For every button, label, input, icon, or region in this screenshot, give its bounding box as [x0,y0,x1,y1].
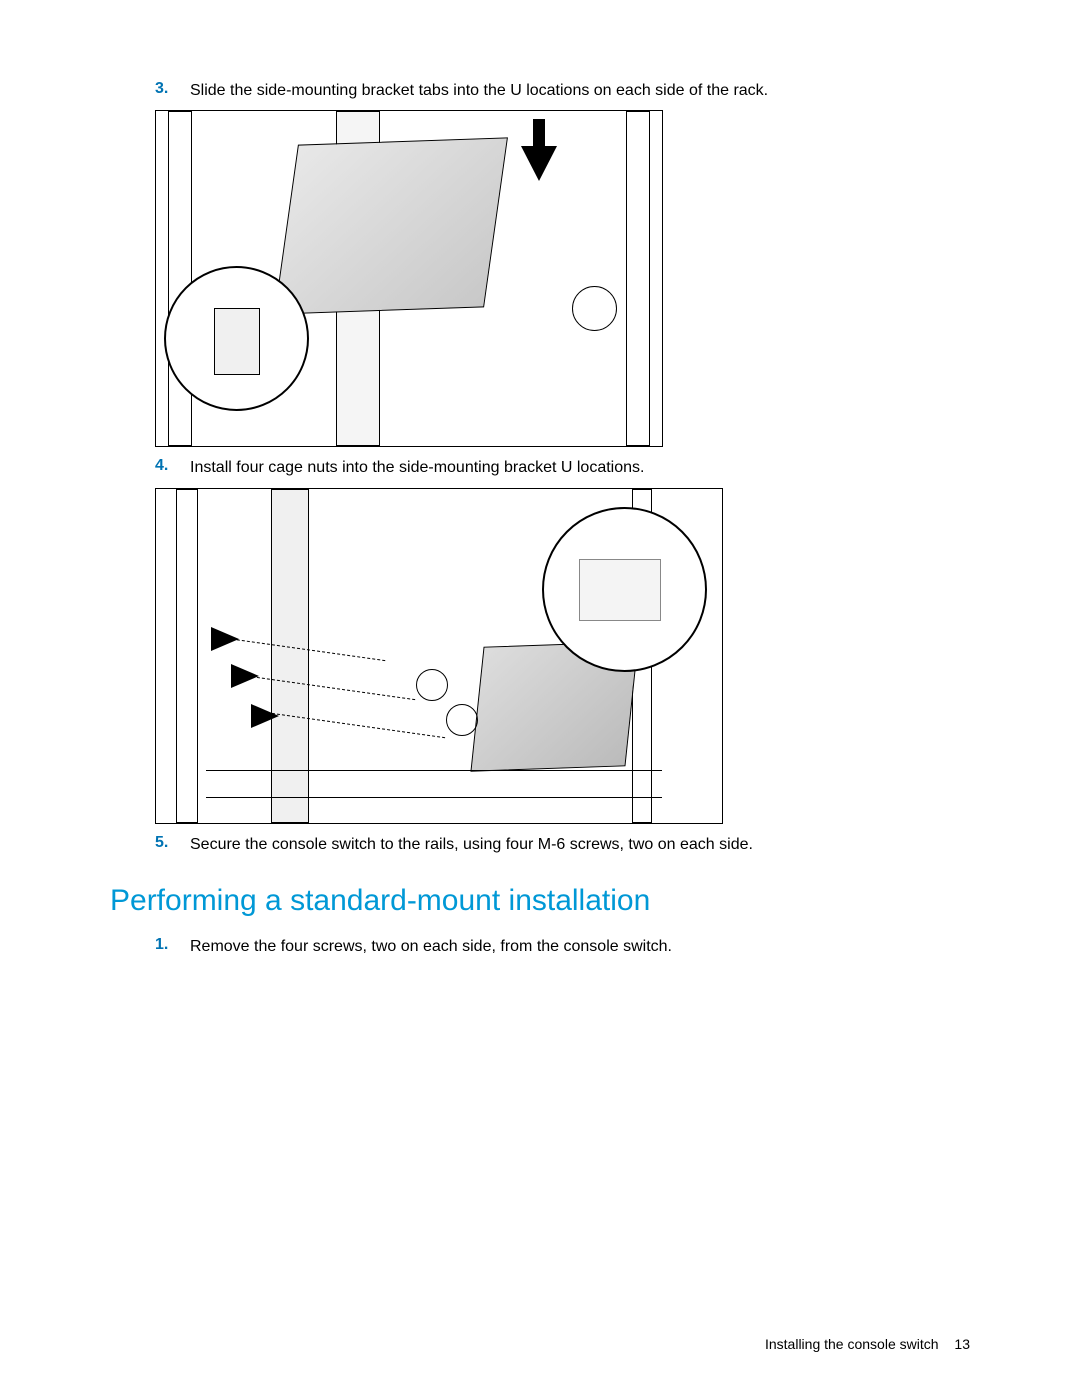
step-number-5: 5. [110,834,190,852]
page-footer: Installing the console switch 13 [765,1336,970,1352]
step-number-3: 3. [110,80,190,98]
section2-step-1: 1. Remove the four screws, two on each s… [110,936,970,958]
diagram-slide-bracket [156,111,662,446]
step-4: 4. Install four cage nuts into the side-… [110,457,970,479]
footer-page-number: 13 [954,1336,970,1352]
figure-step-3 [155,110,663,447]
step-3: 3. Slide the side-mounting bracket tabs … [110,80,970,102]
section2-step-text-1: Remove the four screws, two on each side… [190,936,672,958]
section-heading-standard-mount: Performing a standard-mount installation [110,884,970,918]
step-text-4: Install four cage nuts into the side-mou… [190,457,644,479]
figure-step-4 [155,488,723,824]
step-number-4: 4. [110,457,190,475]
diagram-cage-nuts [156,489,722,823]
step-text-3: Slide the side-mounting bracket tabs int… [190,80,768,102]
footer-section-title: Installing the console switch [765,1336,939,1352]
section2-step-number-1: 1. [110,936,190,954]
step-5: 5. Secure the console switch to the rail… [110,834,970,856]
step-text-5: Secure the console switch to the rails, … [190,834,753,856]
